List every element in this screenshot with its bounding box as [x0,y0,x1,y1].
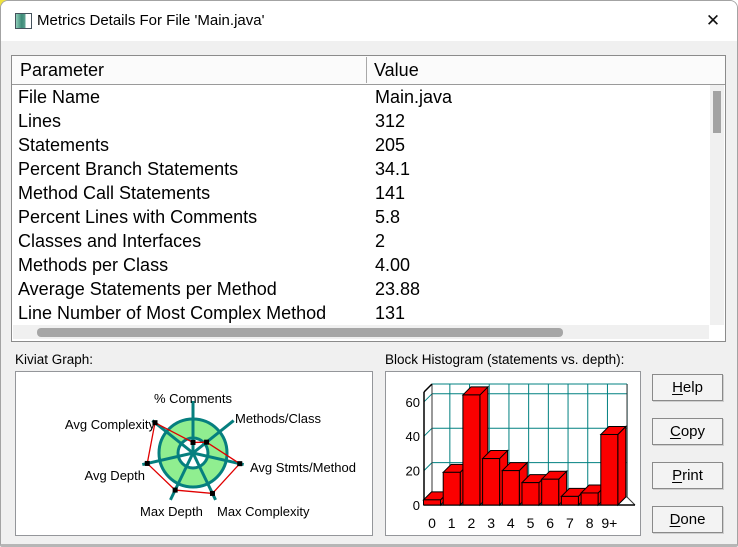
table-row[interactable]: Methods per Class 4.00 [12,253,709,277]
value-cell: 4.00 [375,255,411,275]
svg-text:0: 0 [413,498,420,513]
svg-text:Avg Stmts/Method: Avg Stmts/Method [250,460,356,475]
svg-text:Avg Complexity: Avg Complexity [65,417,156,432]
svg-text:4: 4 [507,515,515,531]
copy-button[interactable]: Copy [652,418,723,445]
histogram-caption: Block Histogram (statements vs. depth): [385,352,625,367]
parameter-cell: Statements [18,135,110,155]
histogram-bar [599,425,628,507]
value-cell: 2 [375,231,386,251]
svg-text:9+: 9+ [601,515,617,531]
table-row[interactable]: Percent Lines with Comments 5.8 [12,205,709,229]
table-horizontal-scrollbar[interactable] [13,325,709,339]
table-row[interactable]: Average Statements per Method 23.88 [12,277,709,301]
svg-text:2: 2 [468,515,476,531]
parameter-cell: Average Statements per Method [18,279,277,299]
table-vertical-scrollbar[interactable] [710,85,724,325]
kiviat-graph-box: % Comments Methods/Class Avg Stmts/Method M… [15,371,373,536]
value-cell: 312 [375,111,406,131]
histogram-bars [422,385,628,507]
table-row[interactable]: Classes and Interfaces 2 [12,229,709,253]
kiviat-spokes [141,401,245,501]
histogram-bar [520,473,549,507]
parameter-cell: Line Number of Most Complex Method [18,303,327,323]
parameter-cell: Methods per Class [18,255,169,275]
value-cell: 23.88 [375,279,421,299]
table-header: Parameter Value [12,56,725,85]
title-bar: Metrics Details For File 'Main.java' ✕ [1,1,737,41]
table-row[interactable]: File Name Main.java [12,85,709,109]
svg-text:5: 5 [527,515,535,531]
parameter-cell: Classes and Interfaces [18,231,202,251]
parameter-cell: Method Call Statements [18,183,211,203]
histogram-x-labels: 0 1 2 3 4 5 6 7 8 9+ [428,515,617,531]
print-button[interactable]: Print [652,462,723,489]
histogram-y-labels: 0 20 40 60 [406,395,420,513]
value-cell: 131 [375,303,406,323]
parameter-cell: Lines [18,111,62,131]
svg-text:40: 40 [406,429,420,444]
table-row[interactable]: Statements 205 [12,133,709,157]
value-cell: 141 [375,183,406,203]
svg-text:20: 20 [406,464,420,479]
close-icon[interactable]: ✕ [705,11,721,30]
value-cell: Main.java [375,87,453,107]
svg-text:1: 1 [448,515,456,531]
table-row[interactable]: Lines 312 [12,109,709,133]
value-cell: 5.8 [375,207,401,227]
kiviat-caption: Kiviat Graph: [15,352,94,367]
table-row[interactable]: Method Call Statements 141 [12,181,709,205]
svg-text:8: 8 [586,515,594,531]
parameter-cell: Percent Lines with Comments [18,207,258,227]
horizontal-scrollbar-thumb[interactable] [37,328,563,337]
window-title: Metrics Details For File 'Main.java' [37,12,265,29]
histogram-box: 0 20 40 60 0 1 2 3 4 5 6 7 8 9+ [385,371,641,536]
svg-text:60: 60 [406,395,420,410]
done-button[interactable]: Done [652,506,723,533]
svg-text:Max Depth: Max Depth [140,504,203,519]
svg-text:3: 3 [487,515,495,531]
svg-text:Avg Depth: Avg Depth [85,468,145,483]
kiviat-data-markers [144,420,243,496]
svg-text:6: 6 [546,515,554,531]
parameter-cell: File Name [18,87,101,107]
column-divider-handle[interactable] [366,57,367,83]
svg-text:% Comments: % Comments [154,391,233,406]
svg-text:7: 7 [566,515,574,531]
help-button[interactable]: Help [652,374,723,401]
app-icon[interactable] [15,13,32,29]
svg-text:Methods/Class: Methods/Class [235,411,321,426]
metrics-table: Parameter Value File Name Main.java Lines 3… [11,55,726,342]
value-cell: 34.1 [375,159,411,179]
svg-text:Max Complexity: Max Complexity [217,504,310,519]
column-header-parameter[interactable]: Parameter [20,60,105,80]
column-header-value[interactable]: Value [374,60,419,80]
table-row[interactable]: Percent Branch Statements 34.1 [12,157,709,181]
vertical-scrollbar-thumb[interactable] [713,91,721,133]
parameter-cell: Percent Branch Statements [18,159,239,179]
table-row[interactable]: Line Number of Most Complex Method 131 [12,301,709,325]
kiviat-data-polygon [146,421,241,495]
button-stack: Help Copy Print Done [652,374,723,544]
svg-text:0: 0 [428,515,436,531]
value-cell: 205 [375,135,406,155]
table-body: File Name Main.java Lines 312 Statements 205 P… [12,85,709,325]
